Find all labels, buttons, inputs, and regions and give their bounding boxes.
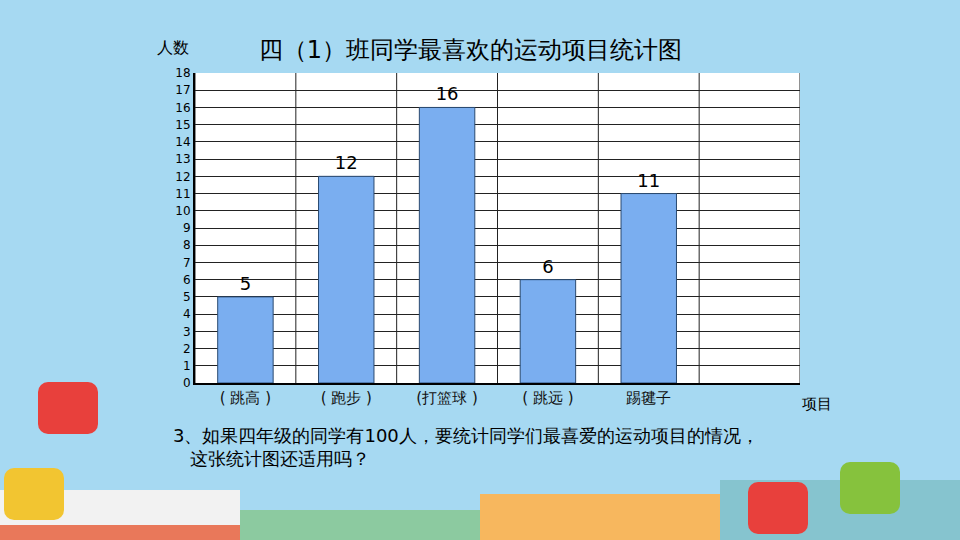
svg-text:(打篮球 ): (打篮球 )	[416, 389, 477, 407]
svg-text:( 跳高 ): ( 跳高 )	[220, 389, 271, 407]
svg-text:5: 5	[183, 290, 191, 304]
svg-text:项目: 项目	[802, 395, 832, 413]
svg-text:4: 4	[183, 307, 191, 321]
svg-text:17: 17	[175, 83, 190, 97]
svg-text:16: 16	[175, 101, 190, 115]
svg-text:11: 11	[637, 170, 660, 191]
svg-text:11: 11	[175, 187, 190, 201]
svg-text:18: 18	[175, 66, 190, 80]
svg-text:5: 5	[240, 273, 251, 294]
svg-text:人数: 人数	[157, 38, 189, 57]
svg-text:3: 3	[183, 325, 191, 339]
svg-text:15: 15	[175, 118, 190, 132]
svg-text:3、如果四年级的同学有100人，要统计同学们最喜爱的运动项目: 3、如果四年级的同学有100人，要统计同学们最喜爱的运动项目的情况， 这张统计图…	[173, 425, 759, 469]
svg-text:9: 9	[183, 221, 191, 235]
svg-text:( 跳远 ): ( 跳远 )	[522, 389, 573, 407]
svg-text:6: 6	[542, 256, 553, 277]
svg-text:2: 2	[183, 342, 191, 356]
svg-text:四（1）班同学最喜欢的运动项目统计图: 四（1）班同学最喜欢的运动项目统计图	[259, 36, 682, 64]
svg-text:13: 13	[175, 152, 190, 166]
svg-text:( 跑步 ): ( 跑步 )	[321, 389, 372, 407]
svg-text:6: 6	[183, 273, 191, 287]
svg-text:8: 8	[183, 238, 191, 252]
svg-text:10: 10	[175, 204, 190, 218]
svg-text:12: 12	[175, 170, 190, 184]
svg-text:1: 1	[183, 359, 191, 373]
svg-text:7: 7	[183, 256, 191, 270]
svg-text:16: 16	[436, 83, 459, 104]
svg-text:0: 0	[183, 376, 191, 390]
svg-text:14: 14	[175, 135, 190, 149]
svg-text:12: 12	[335, 152, 358, 173]
svg-text:踢毽子: 踢毽子	[626, 389, 671, 407]
